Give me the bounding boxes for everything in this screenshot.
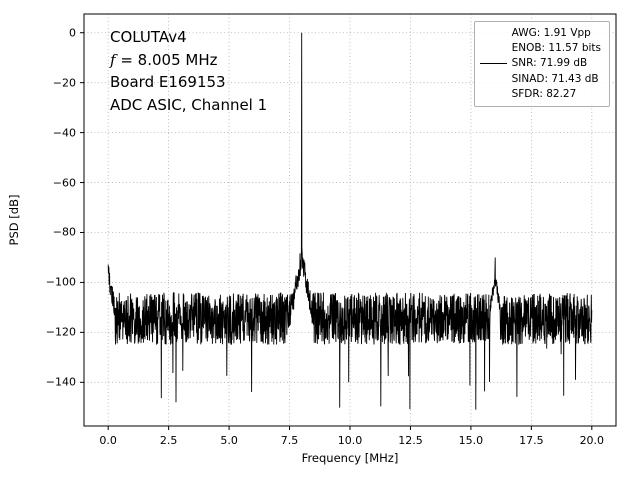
x-tick-label: 2.5 — [159, 434, 178, 447]
legend-entry: AWG: 1.91 Vpp — [480, 26, 601, 41]
x-tick-label: 0.0 — [99, 434, 117, 447]
freq-value: = 8.005 MHz — [115, 50, 218, 69]
y-tick-label: 0 — [69, 26, 76, 40]
legend-label-awg: AWG: 1.91 Vpp — [511, 27, 591, 39]
x-tick-label: 7.5 — [280, 434, 299, 447]
legend-entry: SNR: 71.99 dB — [479, 56, 601, 71]
legend-handle-empty — [480, 89, 507, 99]
y-tick-label: −60 — [52, 176, 76, 190]
annotation-board: Board E169153 — [110, 73, 226, 91]
y-tick-label: −140 — [45, 375, 76, 389]
x-tick-label: 15.0 — [458, 434, 484, 447]
y-tick-label: −40 — [52, 126, 76, 140]
legend-entry: SINAD: 71.43 dB — [480, 72, 601, 87]
y-tick-label: −120 — [45, 325, 76, 339]
annotation-device: COLUTAv4 — [110, 28, 187, 46]
y-axis-label: PSD [dB] — [7, 194, 21, 246]
y-tick-label: −20 — [52, 76, 76, 90]
legend-handle-empty — [480, 44, 507, 54]
x-tick-label: 20.0 — [579, 434, 605, 447]
x-tick-label: 17.5 — [519, 434, 544, 447]
legend-label-sinad: SINAD: 71.43 dB — [511, 72, 599, 85]
x-tick-label: 5.0 — [220, 434, 238, 447]
y-tick-label: −80 — [52, 225, 76, 239]
legend-entry: ENOB: 11.57 bits — [480, 41, 601, 56]
legend-line-sample-icon — [479, 59, 507, 69]
freq-symbol: f — [110, 50, 116, 69]
legend-label-sfdr: SFDR: 82.27 — [511, 87, 577, 100]
annotation-frequency: f = 8.005 MHz — [110, 49, 267, 72]
legend-handle-empty — [480, 29, 507, 39]
annotation-channel: ADC ASIC, Channel 1 — [110, 95, 268, 114]
psd-trace — [107, 32, 593, 410]
legend-handle-empty — [480, 74, 507, 84]
legend-box: AWG: 1.91 Vpp ENOB: 11.57 bits SNR: 71.9… — [473, 21, 610, 108]
legend-label-enob: ENOB: 11.57 bits — [511, 42, 601, 55]
x-tick-label: 12.5 — [398, 434, 423, 447]
legend-label-snr: SNR: 71.99 dB — [511, 57, 588, 70]
legend-entry: SFDR: 82.27 — [480, 87, 601, 102]
y-tick-label: −100 — [45, 275, 76, 289]
annotation-block: COLUTAv4 f = 8.005 MHz Board E169153 ADC… — [110, 26, 267, 116]
x-tick-label: 10.0 — [337, 434, 363, 447]
x-axis-label: Frequency [MHz] — [301, 451, 399, 465]
